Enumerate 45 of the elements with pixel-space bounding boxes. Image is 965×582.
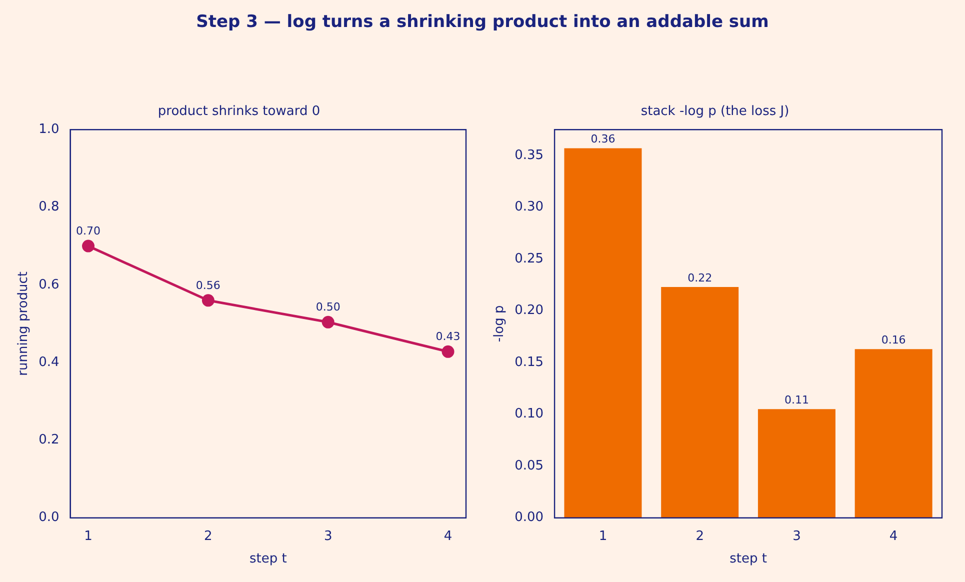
x-tick-label: 2 [696,528,704,544]
point [442,345,454,358]
chart-title: stack -log p (the loss J) [640,104,790,120]
point [202,294,214,307]
chart-subtitle: product shrinks toward 0 [158,104,320,120]
y-tick-label: 0.6 [38,277,60,292]
y-tick-label: 0.00 [514,510,544,526]
data-label: 0.70 [76,224,101,238]
y-tick-label: 0.30 [514,200,544,215]
x-tick-label: 4 [444,528,452,544]
y-tick-label: 0.10 [514,406,544,422]
y-tick-label: 1.0 [38,122,60,137]
x-tick-label: 1 [84,528,92,544]
bar [758,409,836,518]
data-label: 0.16 [881,333,906,346]
y-tick-label: 0.25 [514,251,544,266]
data-label: 0.11 [784,393,809,406]
y-tick-label: 0.20 [514,303,544,318]
y-tick-label: 0.8 [38,200,60,215]
bar [661,286,739,518]
y-tick-label: 0.4 [38,354,60,370]
data-label: 0.43 [436,330,460,344]
y-tick-label: 0.0 [38,510,60,526]
y-tick-label: 0.05 [514,458,544,474]
y-tick-label: 0.15 [514,354,544,370]
x-tick-label: 3 [792,528,801,544]
data-label: 0.50 [316,300,340,314]
y-axis-title: running product [16,272,32,376]
y-tick-label: 0.2 [38,432,60,448]
x-axis-title: step t [249,552,287,567]
point [322,316,334,328]
data-label: 0.56 [196,278,220,292]
x-axis-title: step t [730,552,767,567]
data-label: 0.22 [688,271,712,284]
y-tick-label: 0.35 [514,148,544,163]
x-tick-label: 3 [324,528,332,544]
y-axis-title: -log p [492,305,508,342]
x-tick-label: 1 [598,528,608,544]
x-tick-label: 4 [889,528,898,544]
bar [854,349,932,518]
data-label: 0.36 [590,132,616,146]
x-tick-label: 2 [204,528,212,544]
bar [564,148,642,518]
chart-title: Step 3 — log turns a shrinking product into an addable sum [195,12,770,32]
point [82,240,95,252]
